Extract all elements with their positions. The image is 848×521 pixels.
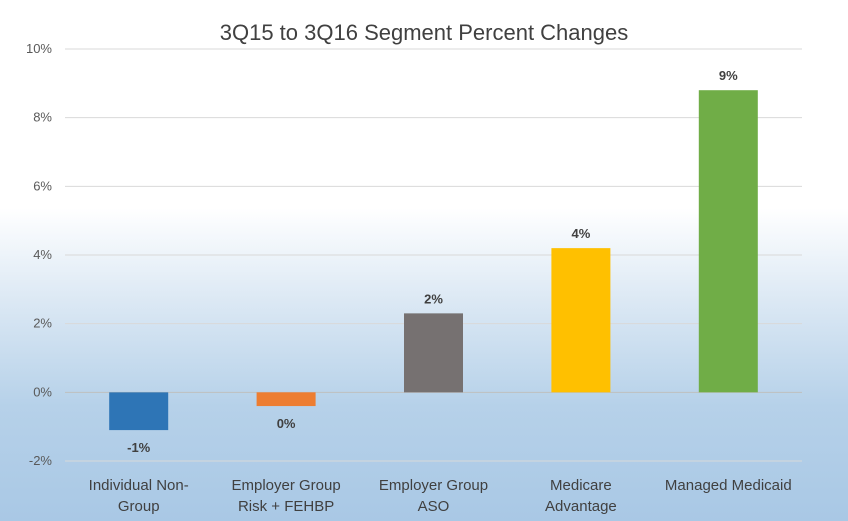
- bar: [109, 392, 169, 431]
- y-tick-label: 2%: [33, 316, 52, 331]
- y-tick-label: 10%: [26, 41, 52, 56]
- category-label: Employer Group Risk + FEHBP: [231, 477, 340, 515]
- data-label: 2%: [424, 291, 443, 306]
- data-label: 9%: [719, 68, 738, 83]
- data-labels: -1% 0% 2% 4% 9%: [127, 68, 738, 455]
- y-tick-label: 0%: [33, 384, 52, 399]
- y-tick-label: 6%: [33, 178, 52, 193]
- data-label: -1%: [127, 440, 151, 455]
- category-label: Managed Medicaid: [665, 477, 792, 494]
- data-label: 0%: [277, 416, 296, 431]
- category-labels: Individual Non-Group Employer Group Risk +…: [89, 477, 792, 515]
- category-label: Medicare Advantage: [545, 477, 617, 515]
- y-tick-label: 8%: [33, 110, 52, 125]
- y-tick-label: -2%: [29, 453, 53, 468]
- category-label: Individual Non-Group: [89, 477, 189, 515]
- bars: [109, 90, 758, 431]
- y-axis-ticks: -2% 0% 2% 4% 6% 8% 10%: [26, 41, 52, 468]
- data-label: 4%: [572, 226, 591, 241]
- chart-title: 3Q15 to 3Q16 Segment Percent Changes: [220, 20, 628, 45]
- category-label: Employer Group ASO: [379, 477, 488, 515]
- gridlines: [65, 48, 802, 462]
- y-tick-label: 4%: [33, 247, 52, 262]
- bar: [551, 248, 611, 393]
- bar: [698, 90, 758, 393]
- bar: [404, 313, 463, 393]
- bar: [256, 392, 316, 407]
